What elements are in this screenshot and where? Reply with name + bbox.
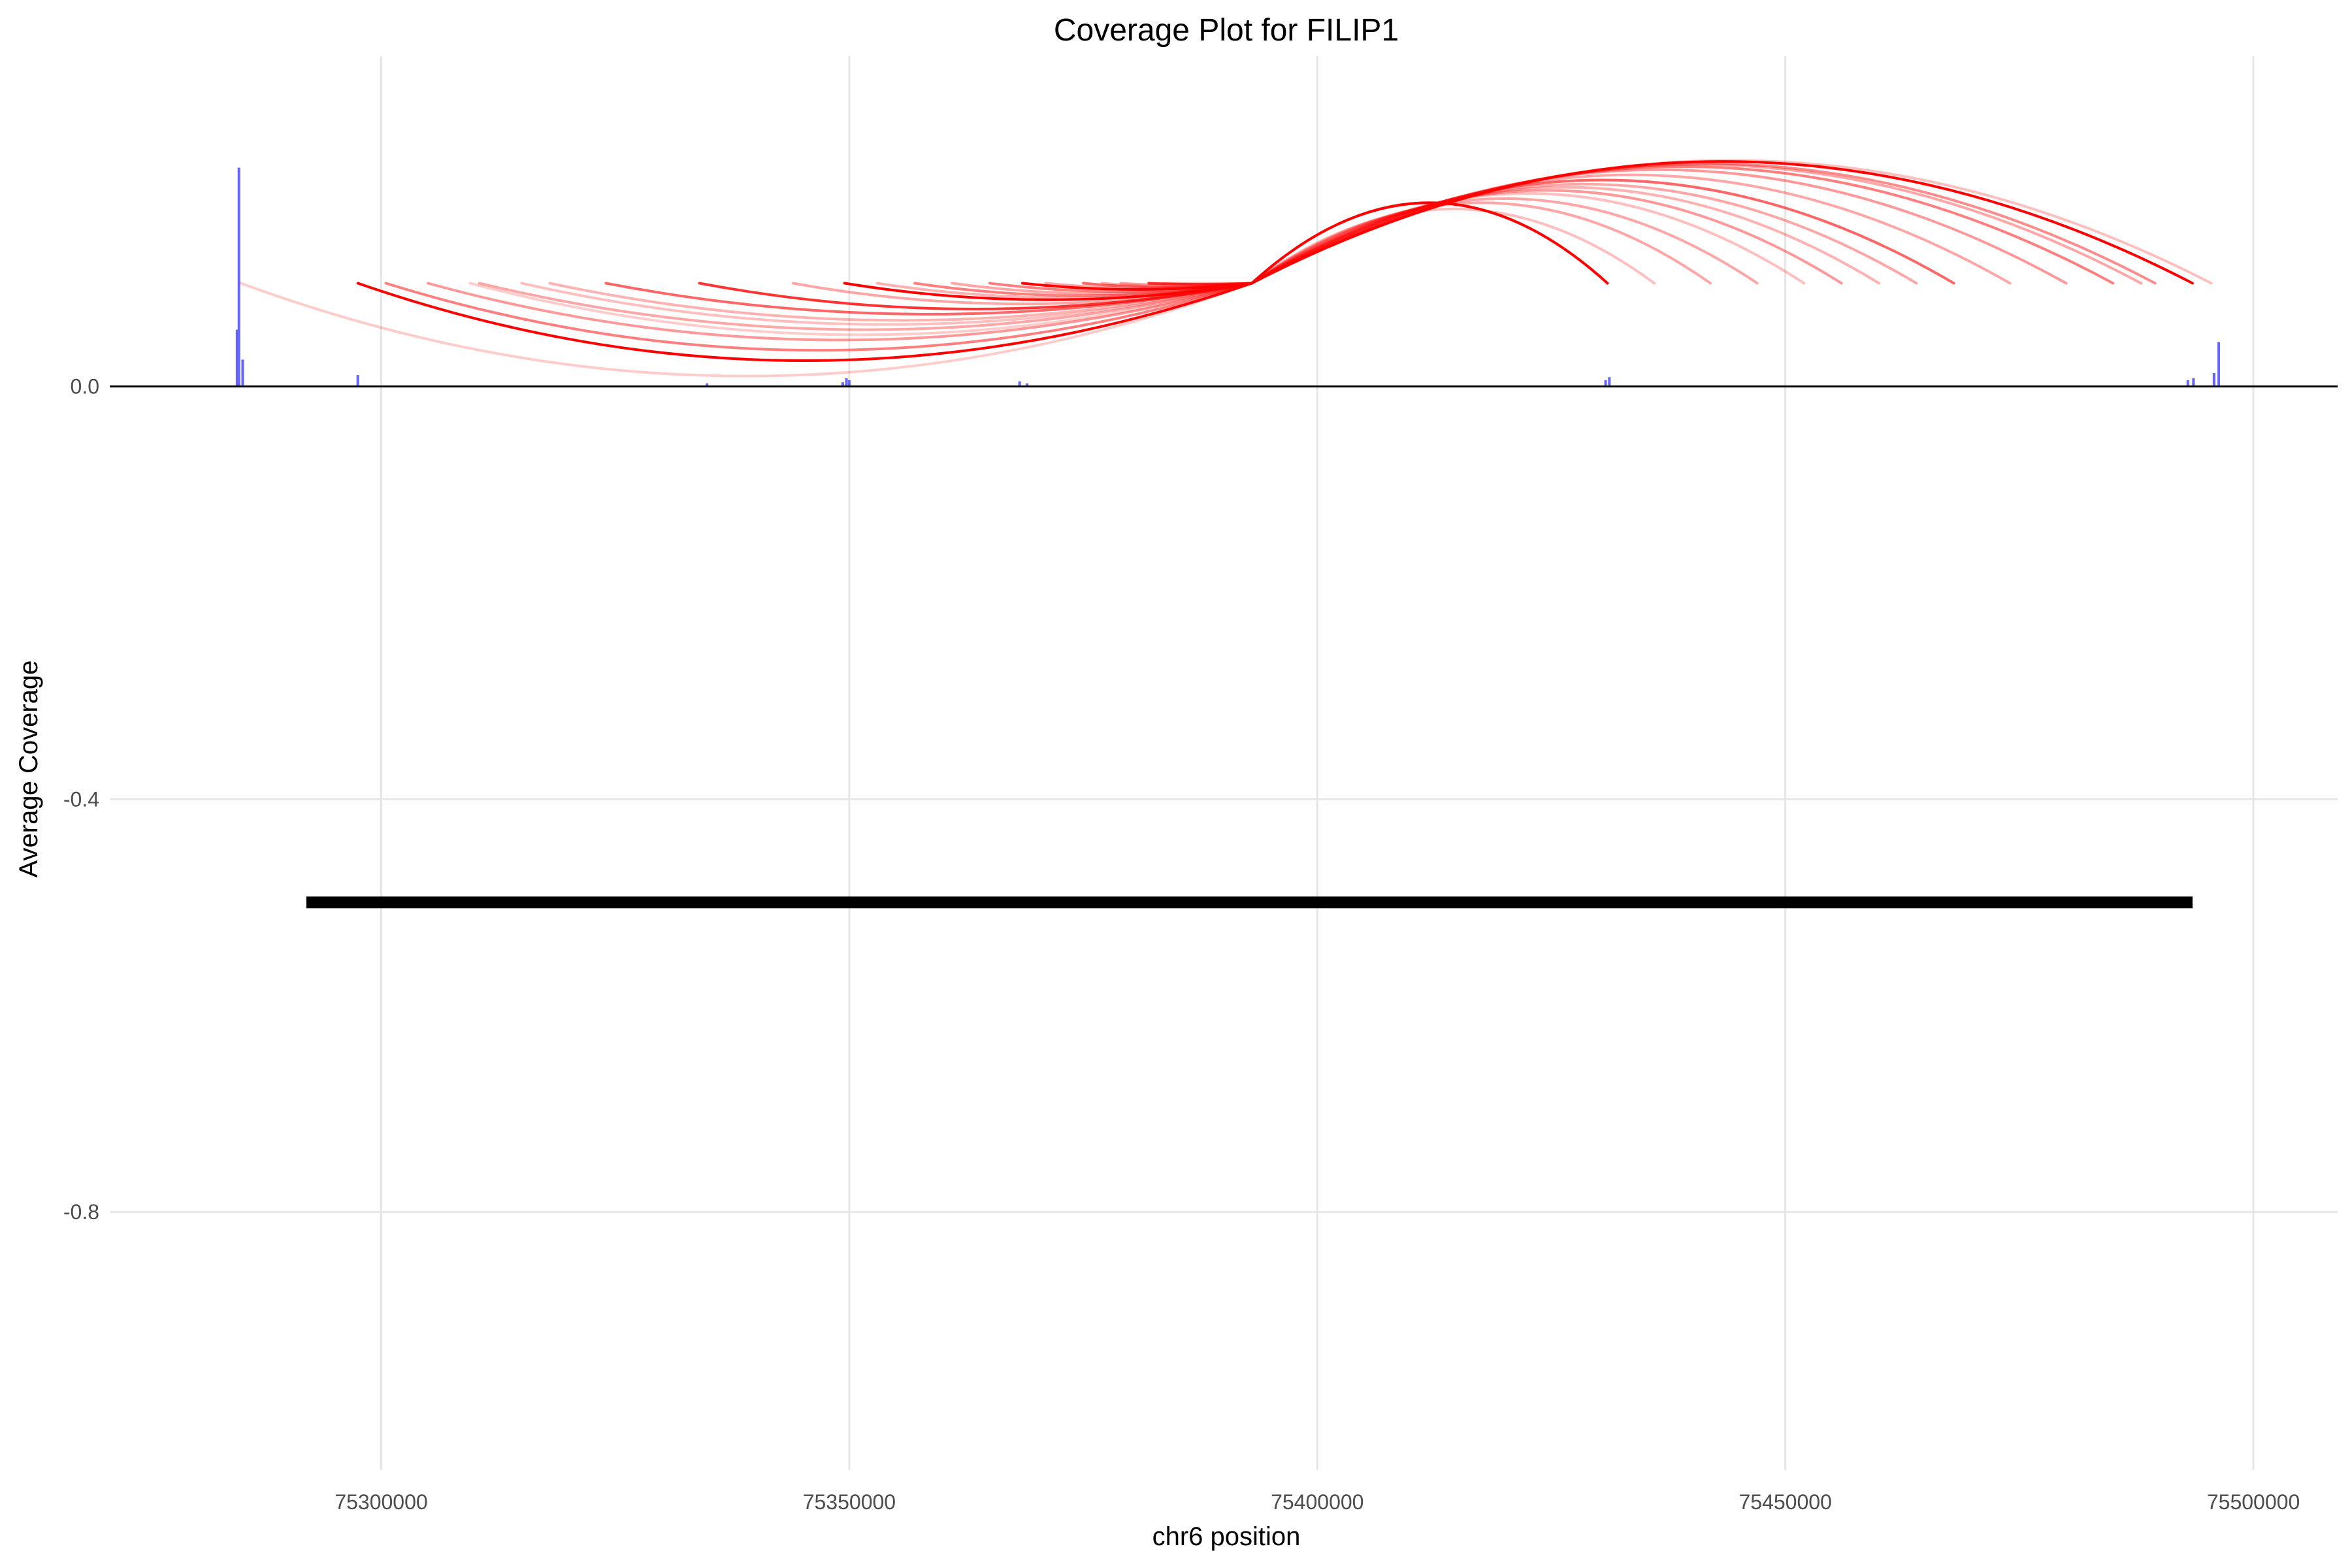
coverage-bar bbox=[2217, 342, 2221, 387]
tick-labels: 75300000 75350000 75400000 75450000 75500000… bbox=[63, 374, 2300, 1514]
junction-arc bbox=[548, 282, 1253, 322]
junction-arc bbox=[698, 282, 1253, 310]
coverage-bars bbox=[110, 167, 2338, 387]
x-tick-label: 75500000 bbox=[2207, 1490, 2300, 1514]
coverage-bar bbox=[2212, 372, 2215, 387]
junction-arc bbox=[1250, 201, 1609, 285]
y-tick-label: -0.4 bbox=[63, 787, 99, 811]
junction-arc bbox=[384, 282, 1253, 352]
junction-arc bbox=[468, 282, 1253, 336]
junction-arc bbox=[1250, 159, 2213, 285]
junction-arc bbox=[478, 282, 1253, 331]
junction-arc bbox=[1250, 178, 1955, 285]
junction-arc bbox=[356, 282, 1253, 362]
x-tick-label: 75350000 bbox=[803, 1490, 896, 1514]
coverage-bar bbox=[2186, 380, 2189, 387]
coverage-bar bbox=[706, 383, 709, 387]
coverage-bar bbox=[241, 359, 244, 387]
y-tick-label: 0.0 bbox=[71, 374, 99, 398]
junction-arc bbox=[1250, 160, 2194, 285]
y-tick-label: -0.8 bbox=[63, 1200, 99, 1224]
junction-arc bbox=[1250, 201, 1712, 285]
junction-arc bbox=[239, 282, 1253, 378]
coverage-bar bbox=[235, 329, 238, 387]
coverage-bar bbox=[1026, 383, 1029, 387]
junction-arc bbox=[1147, 282, 1253, 286]
junction-arc bbox=[1250, 197, 1759, 285]
coverage-bar bbox=[847, 380, 851, 387]
junction-arc bbox=[520, 282, 1253, 326]
coverage-bar bbox=[1018, 381, 1021, 387]
coverage-bar bbox=[845, 378, 848, 387]
coverage-bar bbox=[841, 382, 844, 387]
x-axis-title: chr6 position bbox=[1152, 1522, 1301, 1551]
y-axis-title: Average Coverage bbox=[14, 661, 43, 878]
x-tick-label: 75300000 bbox=[335, 1490, 427, 1514]
junction-arc bbox=[1250, 192, 1806, 285]
grid-lines bbox=[110, 56, 2338, 1470]
junction-arc bbox=[1250, 165, 2115, 285]
junction-arc bbox=[427, 282, 1253, 342]
junction-arc bbox=[1250, 173, 2012, 285]
junction-arc bbox=[1250, 207, 1656, 285]
coverage-bar bbox=[1608, 377, 1611, 387]
x-tick-label: 75400000 bbox=[1271, 1490, 1364, 1514]
chart-title: Coverage Plot for FILIP1 bbox=[1054, 13, 1399, 48]
junction-arcs bbox=[239, 159, 2213, 378]
coverage-bar bbox=[2192, 378, 2195, 387]
coverage-bar bbox=[1604, 380, 1607, 387]
x-tick-label: 75450000 bbox=[1739, 1490, 1831, 1514]
junction-arc bbox=[1250, 189, 1843, 285]
coverage-bar bbox=[237, 167, 240, 387]
coverage-bar bbox=[356, 375, 359, 387]
